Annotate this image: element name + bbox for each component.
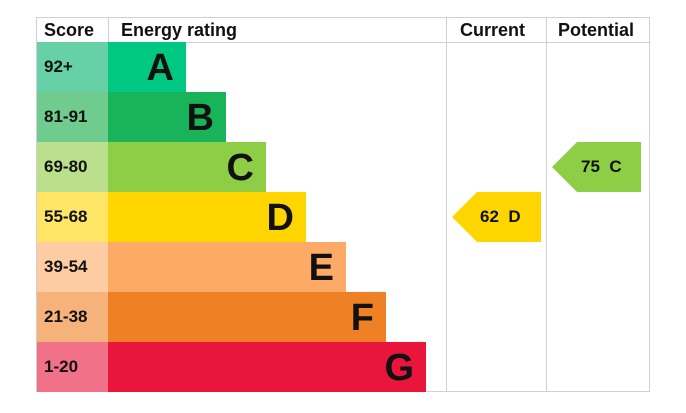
rating-letter: D <box>266 197 294 239</box>
rating-bar-e: E <box>108 242 346 292</box>
arrow-shape-icon <box>452 192 541 242</box>
current-rating-label: 62 D <box>480 207 521 226</box>
score-range-d: 55-68 <box>37 192 108 242</box>
rating-bar-d: D <box>108 192 306 242</box>
header-divider <box>36 42 650 43</box>
rating-letter: G <box>384 347 414 389</box>
potential-rating-label: 75 C <box>581 157 622 176</box>
rating-bar-f: F <box>108 292 386 342</box>
current-rating-arrow: 62 D <box>452 192 541 242</box>
score-range-f: 21-38 <box>37 292 108 342</box>
header-energy-rating: Energy rating <box>121 20 238 40</box>
rating-letter: C <box>226 147 254 189</box>
score-range-c: 69-80 <box>37 142 108 192</box>
score-range-b: 81-91 <box>37 92 108 142</box>
arrow-shape-icon <box>552 142 641 192</box>
header-current: Current <box>460 20 526 40</box>
rating-bar-c: C <box>108 142 266 192</box>
column-divider-rating <box>446 17 447 392</box>
rating-bar-b: B <box>108 92 226 142</box>
column-divider-current <box>546 17 547 392</box>
rating-bar-g: G <box>108 342 426 392</box>
potential-rating-arrow: 75 C <box>552 142 641 192</box>
header-score: Score <box>44 20 95 40</box>
rating-letter: E <box>308 247 334 289</box>
score-range-e: 39-54 <box>37 242 108 292</box>
rating-letter: B <box>186 97 214 139</box>
score-range-g: 1-20 <box>37 342 108 392</box>
header-potential: Potential <box>558 20 635 40</box>
rating-letter: F <box>350 297 374 339</box>
rating-letter: A <box>146 47 174 89</box>
score-range-a: 92+ <box>37 42 108 92</box>
rating-bar-a: A <box>108 42 186 92</box>
